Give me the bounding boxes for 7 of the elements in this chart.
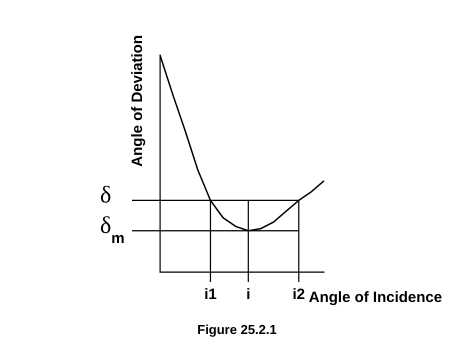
x-tick-label: i [246,286,250,304]
x-axis-title: Angle of Incidence [308,289,442,306]
ref-line-label: δ [100,182,112,209]
y-axis-title: Angle of Deviation [129,35,146,167]
x-tick-label: i2 [292,286,306,304]
x-tick-label: i1 [204,286,217,304]
caption: Figure 25.2.1 [196,322,278,337]
